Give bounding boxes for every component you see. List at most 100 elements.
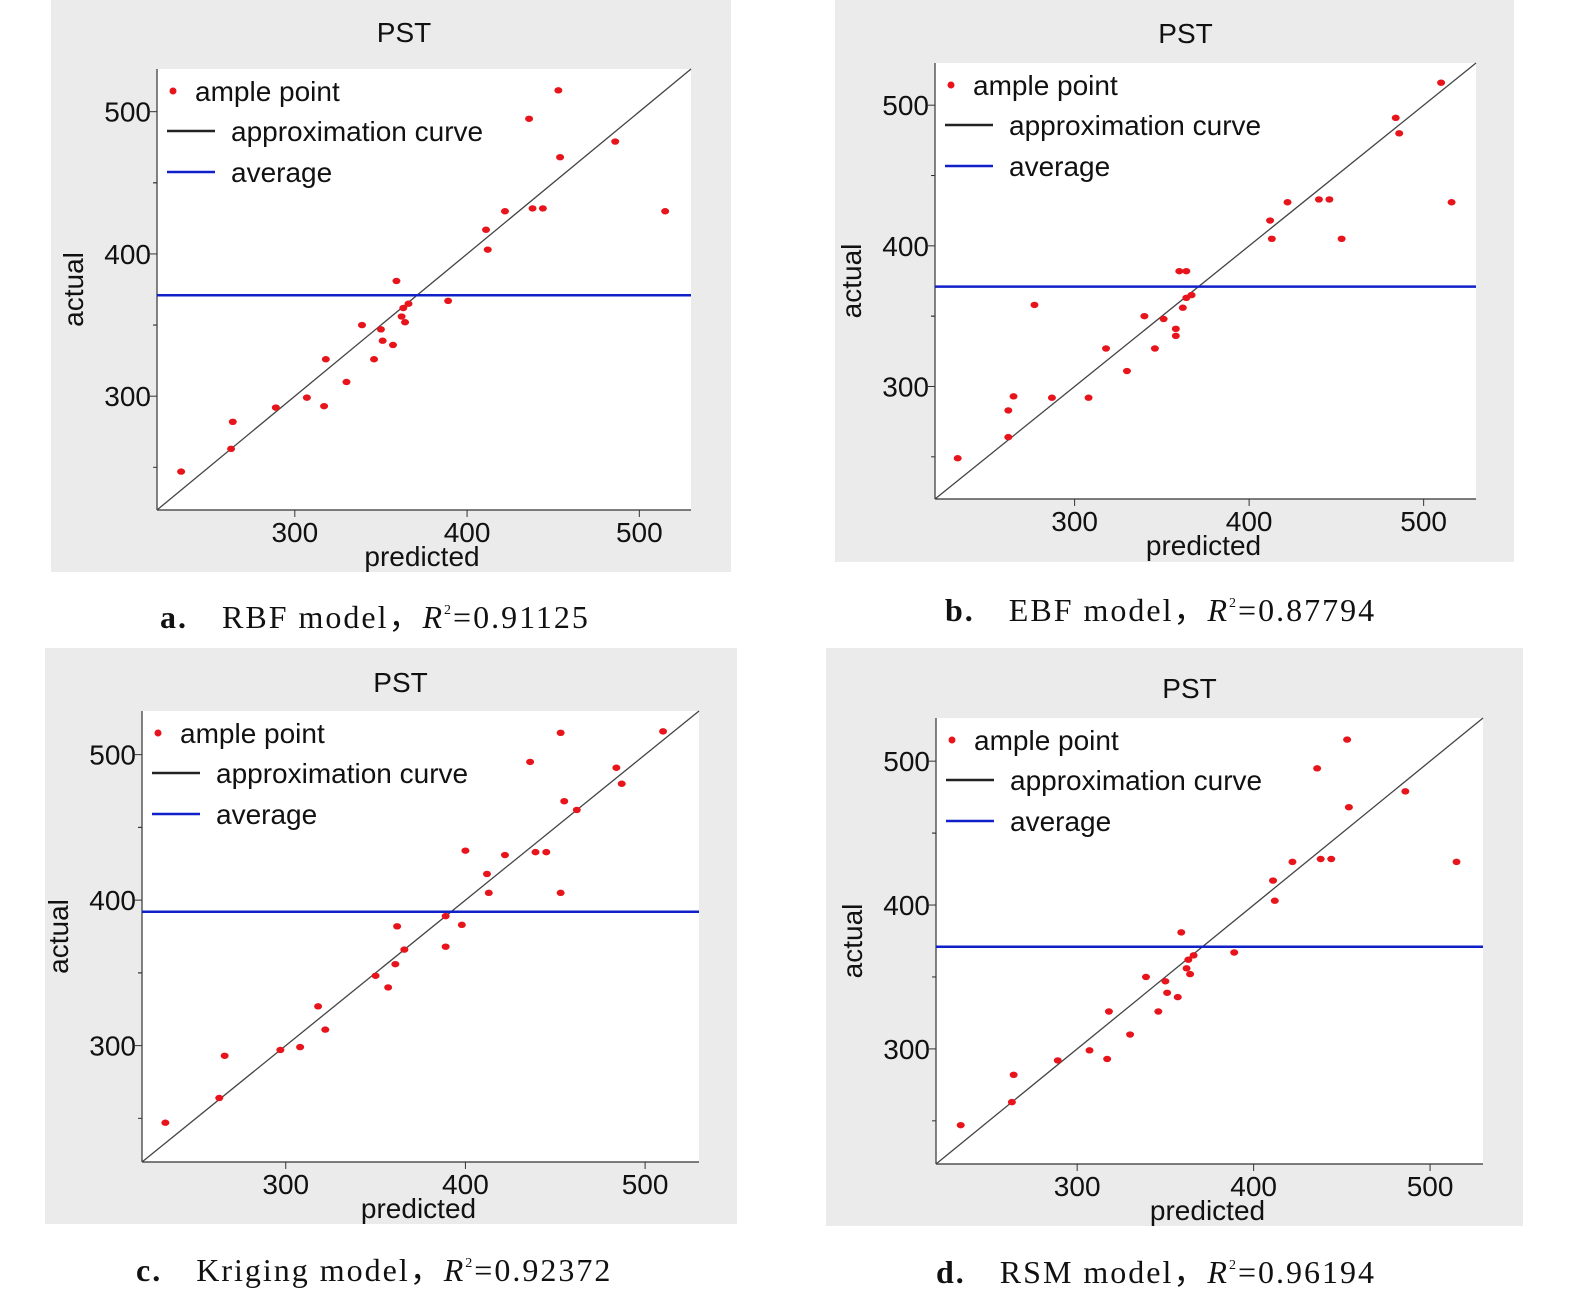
x-tick-label: 400 [442, 1169, 489, 1200]
sample-point [1140, 312, 1149, 320]
sample-point [1186, 970, 1195, 978]
x-axis-label: predicted [1146, 530, 1261, 561]
sample-point [161, 1119, 170, 1126]
sample-point [612, 764, 621, 771]
legend-label-points: ample point [195, 76, 340, 107]
sample-point [1391, 114, 1400, 122]
caption-r: R [1207, 1254, 1229, 1290]
sample-point [370, 356, 379, 363]
sample-point [400, 946, 409, 953]
chart-svg-c: PST 300 400 500 300 400 500 predicted actual ampl… [43, 667, 700, 1224]
sample-point [444, 297, 453, 305]
sample-point [525, 115, 534, 122]
sample-point [1447, 199, 1456, 206]
y-tick-label: 300 [89, 1031, 136, 1062]
sample-point [228, 418, 237, 425]
sample-point [404, 300, 413, 307]
x-tick-label: 300 [271, 517, 318, 548]
sample-point [1173, 993, 1182, 1001]
y-tick-label: 500 [883, 746, 930, 777]
sample-point [661, 208, 670, 215]
sample-point [1182, 965, 1191, 972]
sample-point [1007, 1098, 1016, 1106]
sample-point [1316, 855, 1325, 863]
caption-value: =0.96194 [1237, 1254, 1376, 1290]
legend-point-marker [154, 729, 162, 737]
x-tick-label: 400 [444, 517, 491, 548]
y-axis-label: actual [43, 899, 74, 974]
sample-point [1030, 301, 1039, 309]
x-tick-label: 500 [1400, 506, 1447, 537]
caption-sup: 2 [444, 603, 454, 618]
sample-point [1177, 929, 1186, 936]
sample-point [296, 1043, 305, 1051]
legend-label-curve: approximation curve [231, 116, 483, 147]
approximation-curve [156, 68, 692, 511]
sample-point [215, 1094, 224, 1102]
sample-point [1126, 1031, 1135, 1038]
sample-point [384, 984, 393, 991]
chart-title: PST [377, 17, 431, 48]
sample-point [1171, 325, 1180, 333]
caption-letter: c. [136, 1252, 163, 1288]
x-tick-label: 400 [1230, 1171, 1277, 1202]
x-axis-label: predicted [1150, 1195, 1265, 1226]
legend-label-points: ample point [973, 70, 1118, 101]
chart-title: PST [1162, 673, 1216, 704]
sample-point [342, 378, 351, 386]
x-axis-label: predicted [361, 1193, 476, 1224]
sample-point [1159, 315, 1168, 323]
sample-point [1337, 235, 1346, 243]
sample-point [1009, 393, 1018, 400]
y-tick-label: 400 [89, 885, 136, 916]
x-tick-label: 300 [1054, 1171, 1101, 1202]
sample-point [528, 205, 537, 212]
chart-svg-d: PST 300 400 500 300 400 500 predicted actual ampl… [837, 673, 1484, 1226]
caption-model: EBF model， [1008, 592, 1208, 628]
sample-point [1344, 804, 1353, 811]
legend-label-curve: approximation curve [1010, 765, 1262, 796]
caption-value: =0.91125 [453, 599, 590, 635]
x-tick-label: 500 [616, 517, 663, 548]
sample-point [1141, 973, 1150, 981]
approximation-curve [141, 710, 700, 1163]
caption-a: a. RBF model，R2=0.91125 [160, 592, 590, 638]
sample-point [482, 870, 491, 878]
y-tick-label: 300 [104, 381, 151, 412]
sample-point [276, 1046, 285, 1054]
y-tick-label: 300 [882, 371, 929, 402]
sample-point [302, 394, 311, 401]
sample-point [1102, 345, 1111, 352]
caption-letter: a. [160, 599, 188, 635]
sample-point [378, 337, 387, 344]
y-tick-label: 500 [104, 97, 151, 128]
sample-point [1004, 433, 1013, 441]
y-tick-label: 300 [883, 1034, 930, 1065]
y-axis-label: actual [58, 252, 89, 327]
legend-label-points: ample point [180, 718, 325, 749]
sample-point [441, 943, 450, 950]
sample-point [1327, 855, 1336, 863]
y-tick-label: 400 [882, 231, 929, 262]
sample-point [1401, 788, 1410, 795]
sample-point [1283, 199, 1292, 206]
caption-sup: 2 [1228, 1258, 1238, 1273]
sample-point [484, 889, 493, 897]
sample-point [321, 1026, 330, 1033]
sample-point [556, 889, 565, 897]
legend-label-curve: approximation curve [216, 758, 468, 789]
sample-point [617, 780, 626, 787]
sample-point [1452, 858, 1461, 866]
caption-model: RSM model， [999, 1254, 1208, 1290]
sample-point [526, 758, 535, 766]
sample-point [321, 356, 330, 363]
sample-point [1122, 367, 1131, 375]
legend-label-points: ample point [974, 725, 1119, 756]
sample-point [1004, 407, 1013, 414]
sample-point [500, 208, 509, 215]
sample-point [1314, 196, 1323, 203]
y-tick-label: 400 [104, 239, 151, 270]
sample-point [220, 1052, 229, 1059]
sample-point [483, 246, 492, 253]
x-tick-label: 300 [262, 1169, 309, 1200]
